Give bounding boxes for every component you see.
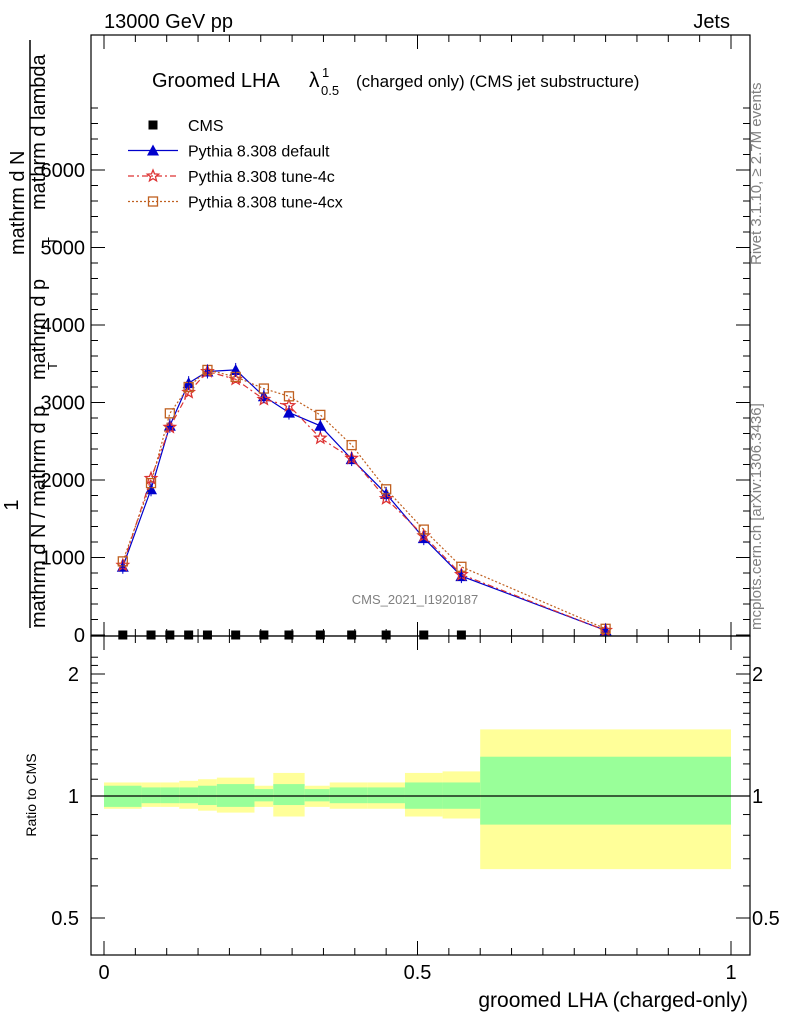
point-data xyxy=(284,630,294,640)
ratio-ytick-label: 2 xyxy=(68,664,79,686)
main-ytick-label: 1000 xyxy=(41,548,86,570)
ratio-band-inner xyxy=(304,789,330,802)
header-right: Jets xyxy=(693,11,730,33)
header-left: 13000 GeV pp xyxy=(104,11,233,33)
ratio-ytick-label-right: 1 xyxy=(752,786,763,808)
y-label-dn-a: mathrm d xyxy=(7,171,29,255)
rivet-label: Rivet 3.1.10, ≥ 2.7M events xyxy=(748,83,765,266)
series-line-tune4c xyxy=(122,370,606,631)
ratio-band-inner xyxy=(198,785,217,806)
ratio-band-inner xyxy=(254,789,274,802)
ratio-panel: 0 0.5 1 0.5 0.5 1 1 2 2 xyxy=(51,635,780,984)
title-symbol: λ xyxy=(309,69,320,92)
y-label-dp: mathrm d p xyxy=(28,279,50,380)
ratio-ytick-label: 0.5 xyxy=(51,908,79,930)
y-label-den: mathrm d N / mathrm d p xyxy=(28,406,50,628)
plot-title: Groomed LHA λ 1 0.5 (charged only) (CMS … xyxy=(152,65,639,98)
point-data xyxy=(347,630,357,640)
ratio-band-inner xyxy=(141,787,161,804)
ratio-band-inner xyxy=(480,756,731,825)
ratio-axis-label: Ratio to CMS xyxy=(23,753,39,836)
ratio-ytick-label-right: 2 xyxy=(752,664,763,686)
mcplots-label: mcplots.cern.ch [arXiv:1306.3436] xyxy=(748,403,765,630)
ratio-band-inner xyxy=(273,784,305,806)
legend-label: CMS xyxy=(188,118,224,135)
point-tune4cx xyxy=(283,391,295,402)
xtick-label: 0.5 xyxy=(404,962,432,984)
analysis-watermark: CMS_2021_I1920187 xyxy=(352,592,479,607)
legend-marker-tune4c xyxy=(145,168,161,183)
y-label-sub-t2: T xyxy=(45,362,60,370)
ratio-band-inner xyxy=(367,787,405,804)
main-ytick-label: 0 xyxy=(74,625,85,647)
main-ytick-label: 3000 xyxy=(41,393,86,415)
legend-label: Pythia 8.308 default xyxy=(188,144,330,161)
title-rest: (charged only) (CMS jet substructure) xyxy=(356,72,639,91)
legend-marker-default xyxy=(147,144,159,156)
main-ytick-label: 2000 xyxy=(41,470,86,492)
ratio-ytick-label: 1 xyxy=(68,786,79,808)
series-line-tune4cx xyxy=(122,369,606,630)
y-axis-label: 1 mathrm d N mathrm d lambda mathrm d p … xyxy=(1,40,60,628)
point-tune4cx xyxy=(164,408,175,419)
ratio-band-inner xyxy=(329,787,368,804)
legend: CMS Pythia 8.308 default Pythia 8.308 tune… xyxy=(128,118,343,212)
point-data xyxy=(381,630,391,640)
legend-marker-data xyxy=(148,120,158,130)
point-data xyxy=(231,630,241,640)
legend-marker-tune4cx xyxy=(147,196,159,207)
point-data xyxy=(419,630,429,640)
main-ytick-label: 4000 xyxy=(41,315,86,337)
main-ytick-label: 5000 xyxy=(41,238,86,260)
main-ytick-label: 6000 xyxy=(41,160,86,182)
ratio-band-inner xyxy=(179,787,199,804)
point-data xyxy=(118,630,128,640)
xtick-label: 1 xyxy=(725,962,736,984)
point-data xyxy=(165,630,175,640)
title-sub: 0.5 xyxy=(321,83,339,98)
x-axis-label: groomed LHA (charged-only) xyxy=(478,989,748,1012)
y-label-dn-b: N xyxy=(7,151,29,165)
point-tune4c xyxy=(378,490,394,505)
point-data xyxy=(315,630,325,640)
legend-label: Pythia 8.308 tune-4cx xyxy=(188,195,343,212)
y-label-one: 1 xyxy=(1,499,23,510)
point-data xyxy=(259,630,269,640)
ratio-ytick-label-right: 0.5 xyxy=(752,908,780,930)
ratio-band-inner xyxy=(160,787,180,804)
point-data xyxy=(184,630,194,640)
series-line-default xyxy=(122,369,606,631)
y-label-sub-t1: T xyxy=(45,237,60,245)
title-sup: 1 xyxy=(322,65,329,80)
point-tune4cx xyxy=(346,439,357,451)
point-data xyxy=(456,630,466,640)
y-label-dlambda: mathrm d lambda xyxy=(28,54,50,210)
legend-label: Pythia 8.308 tune-4c xyxy=(188,169,335,186)
y-label-dn: mathrm d N xyxy=(7,151,29,255)
point-data xyxy=(146,630,156,640)
point-tune4c xyxy=(312,430,328,445)
title-main: Groomed LHA xyxy=(152,70,280,92)
point-data xyxy=(202,630,212,640)
xtick-label: 0 xyxy=(98,962,109,984)
main-panel: 0 1000 2000 3000 4000 5000 6000 xyxy=(41,34,751,647)
